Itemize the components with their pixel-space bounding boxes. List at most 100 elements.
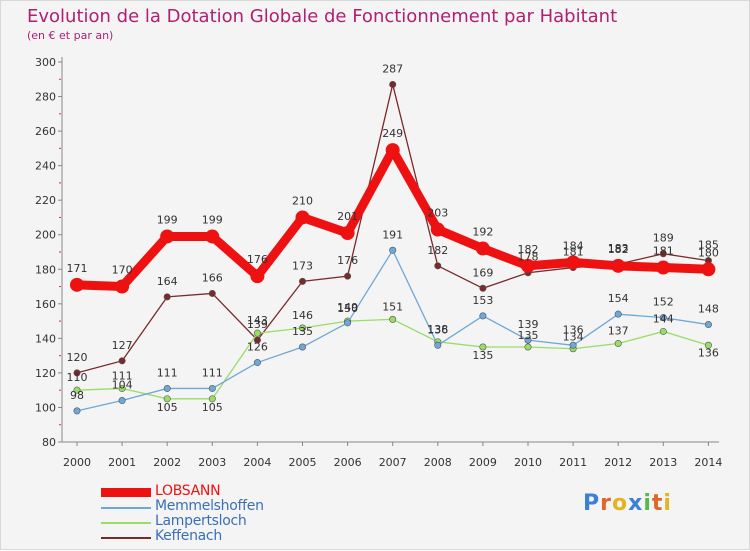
data-label-lobsann: 170 [112, 264, 133, 277]
data-label-memmelshoffen: 111 [202, 366, 223, 379]
data-point-lobsann [205, 229, 220, 244]
y-tick-label: 200 [35, 229, 56, 242]
data-point-memmelshoffen [524, 336, 532, 344]
data-label-keffenach: 166 [202, 271, 223, 284]
logo-letter: i [663, 491, 672, 516]
x-tick-label: 2014 [694, 456, 722, 469]
data-label-memmelshoffen: 126 [247, 341, 268, 354]
data-point-lobsann [475, 241, 490, 256]
data-label-memmelshoffen: 111 [157, 366, 178, 379]
proxiti-logo: Proxiti [583, 491, 672, 516]
data-point-memmelshoffen [208, 384, 216, 392]
data-label-lampertsloch: 110 [67, 371, 88, 384]
data-point-keffenach [479, 284, 487, 292]
data-label-lobsann: 184 [563, 239, 584, 252]
data-point-lobsann [385, 143, 400, 158]
x-tick-label: 2001 [108, 456, 136, 469]
y-tick-label: 120 [35, 367, 56, 380]
data-label-lampertsloch: 111 [112, 369, 133, 382]
data-label-lobsann: 171 [67, 262, 88, 275]
data-label-lampertsloch: 138 [427, 323, 448, 336]
data-label-memmelshoffen: 136 [427, 323, 448, 336]
data-label-lobsann: 192 [472, 226, 493, 239]
data-point-lobsann [430, 222, 445, 237]
x-tick-label: 2012 [604, 456, 632, 469]
data-label-lampertsloch: 105 [202, 401, 223, 414]
y-tick-label: 280 [35, 91, 56, 104]
data-label-lampertsloch: 150 [337, 302, 358, 315]
data-point-memmelshoffen [253, 359, 261, 367]
data-label-lobsann: 210 [292, 194, 313, 207]
data-label-lampertsloch: 151 [382, 300, 403, 313]
data-label-lampertsloch: 135 [472, 349, 493, 362]
x-tick-label: 2002 [153, 456, 181, 469]
data-label-lampertsloch: 144 [653, 312, 674, 325]
x-tick-label: 2004 [243, 456, 271, 469]
data-label-keffenach: 185 [698, 239, 719, 252]
data-point-keffenach [389, 80, 397, 88]
data-point-memmelshoffen [614, 310, 622, 318]
data-label-lampertsloch: 136 [698, 346, 719, 359]
data-point-lobsann [160, 229, 175, 244]
data-point-memmelshoffen [659, 314, 667, 322]
data-point-lampertsloch [614, 340, 622, 348]
data-label-keffenach: 181 [563, 246, 584, 259]
data-label-lobsann: 181 [653, 245, 674, 258]
x-tick-label: 2003 [198, 456, 226, 469]
data-point-keffenach [208, 289, 216, 297]
legend-label-keffenach: Keffenach [155, 528, 222, 544]
data-label-keffenach: 169 [472, 266, 493, 279]
data-label-lampertsloch: 137 [608, 325, 629, 338]
logo-letter: i [643, 491, 652, 516]
data-point-memmelshoffen [389, 246, 397, 254]
data-point-lampertsloch [659, 327, 667, 335]
data-point-lampertsloch [253, 329, 261, 337]
logo-letter: o [611, 491, 629, 516]
data-label-lampertsloch: 146 [292, 309, 313, 322]
chart-axes: 80 100 120 140 160 180 200 220 240 260 280 300 2000 2… [35, 56, 722, 469]
data-point-keffenach [118, 357, 126, 365]
y-tick-label: 140 [35, 332, 56, 345]
data-point-lobsann [250, 269, 265, 284]
legend-swatch-lobsann [101, 488, 151, 497]
data-point-lampertsloch [479, 343, 487, 351]
data-point-keffenach [253, 336, 261, 344]
y-tick-label: 180 [35, 263, 56, 276]
x-tick-label: 2011 [559, 456, 587, 469]
data-label-lobsann: 199 [202, 213, 223, 226]
legend-swatch-lampertsloch [101, 522, 151, 524]
data-label-memmelshoffen: 153 [472, 294, 493, 307]
data-label-lobsann: 180 [698, 246, 719, 259]
data-point-lobsann [701, 262, 716, 277]
data-label-lobsann: 182 [608, 243, 629, 256]
x-tick-label: 2010 [514, 456, 542, 469]
data-label-lobsann: 203 [427, 207, 448, 220]
data-point-lobsann [611, 258, 626, 273]
data-point-memmelshoffen [434, 341, 442, 349]
data-point-lobsann [566, 255, 581, 270]
data-label-memmelshoffen: 135 [292, 325, 313, 338]
x-tick-label: 2008 [424, 456, 452, 469]
y-tick-label: 260 [35, 125, 56, 138]
legend-swatch-memmelshoffen [101, 507, 151, 509]
data-label-lobsann: 201 [337, 210, 358, 223]
logo-letter: t [651, 491, 664, 516]
y-tick-label: 160 [35, 298, 56, 311]
data-point-memmelshoffen [73, 407, 81, 415]
y-tick-label: 220 [35, 194, 56, 207]
data-point-keffenach [434, 262, 442, 270]
chart-title: Evolution de la Dotation Globale de Fonc… [27, 6, 618, 27]
data-label-lampertsloch: 143 [247, 314, 268, 327]
data-label-keffenach: 287 [382, 62, 403, 75]
data-point-keffenach [163, 293, 171, 301]
x-tick-label: 2007 [379, 456, 407, 469]
x-tick-label: 2006 [334, 456, 362, 469]
y-tick-label: 80 [42, 436, 56, 449]
data-point-lampertsloch [298, 324, 306, 332]
y-tick-label: 240 [35, 160, 56, 173]
data-label-lobsann: 199 [157, 213, 178, 226]
y-tick-label: 100 [35, 401, 56, 414]
data-point-memmelshoffen [569, 341, 577, 349]
